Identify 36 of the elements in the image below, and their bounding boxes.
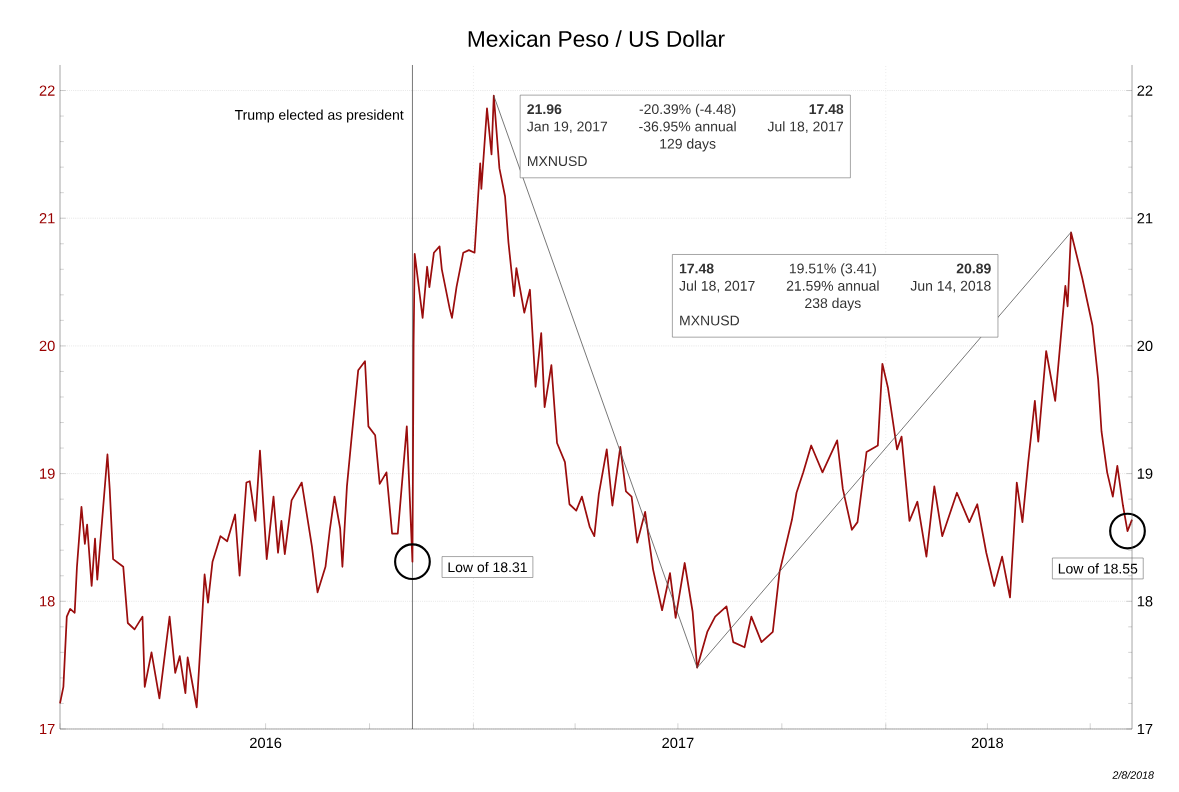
annotation: 19.51% (3.41) <box>789 263 876 277</box>
annotation: MXNUSD <box>680 315 740 326</box>
annotation: Low of 18.31 <box>448 561 527 573</box>
y2-tick-label: 20 <box>1137 340 1153 352</box>
y2-tick-label: 22 <box>1137 85 1153 96</box>
y-tick-label: 19 <box>40 468 55 479</box>
text: 2/8/2018 <box>1112 771 1154 779</box>
x-tick-label: 2016 <box>250 737 282 749</box>
y-tick-label: 17 <box>40 723 55 735</box>
annotation: -36.95% annual <box>639 121 736 132</box>
annotation: 20.89 <box>956 263 991 274</box>
annotation: 17.48 <box>809 104 844 115</box>
y2-tick-label: 18 <box>1137 596 1153 607</box>
annotation: 21.59% annual <box>786 280 879 291</box>
annotation: Low of 18.55 <box>1058 563 1138 574</box>
y2-tick-label: 19 <box>1137 468 1153 479</box>
annotation: 238 days <box>805 297 861 311</box>
annotation: MXNUSD <box>527 156 587 167</box>
x-tick-label: 2017 <box>662 737 694 749</box>
annotation: -20.39% (-4.48) <box>639 103 736 117</box>
y-tick-label: 22 <box>39 85 55 96</box>
annotation: Jan 19, 2017 <box>527 121 608 134</box>
annotation: Jul 18, 2017 <box>767 121 843 134</box>
chart-title: Mexican Peso / US Dollar <box>468 30 725 47</box>
annotation: 129 days <box>660 138 716 152</box>
y-tick-label: 18 <box>40 596 55 607</box>
annotation: 21.96 <box>527 104 562 115</box>
y2-tick-label: 17 <box>1137 723 1153 735</box>
x-tick-label: 2018 <box>971 737 1004 749</box>
annotation: Jul 18, 2017 <box>679 280 755 293</box>
y-tick-label: 21 <box>39 213 55 224</box>
annotation: 17.48 <box>679 263 714 274</box>
y2-tick-label: 21 <box>1137 213 1153 224</box>
y-tick-label: 20 <box>39 340 55 352</box>
annotation: Jun 14, 2018 <box>910 280 991 293</box>
ref-line-label: Trump elected as president <box>234 109 404 123</box>
